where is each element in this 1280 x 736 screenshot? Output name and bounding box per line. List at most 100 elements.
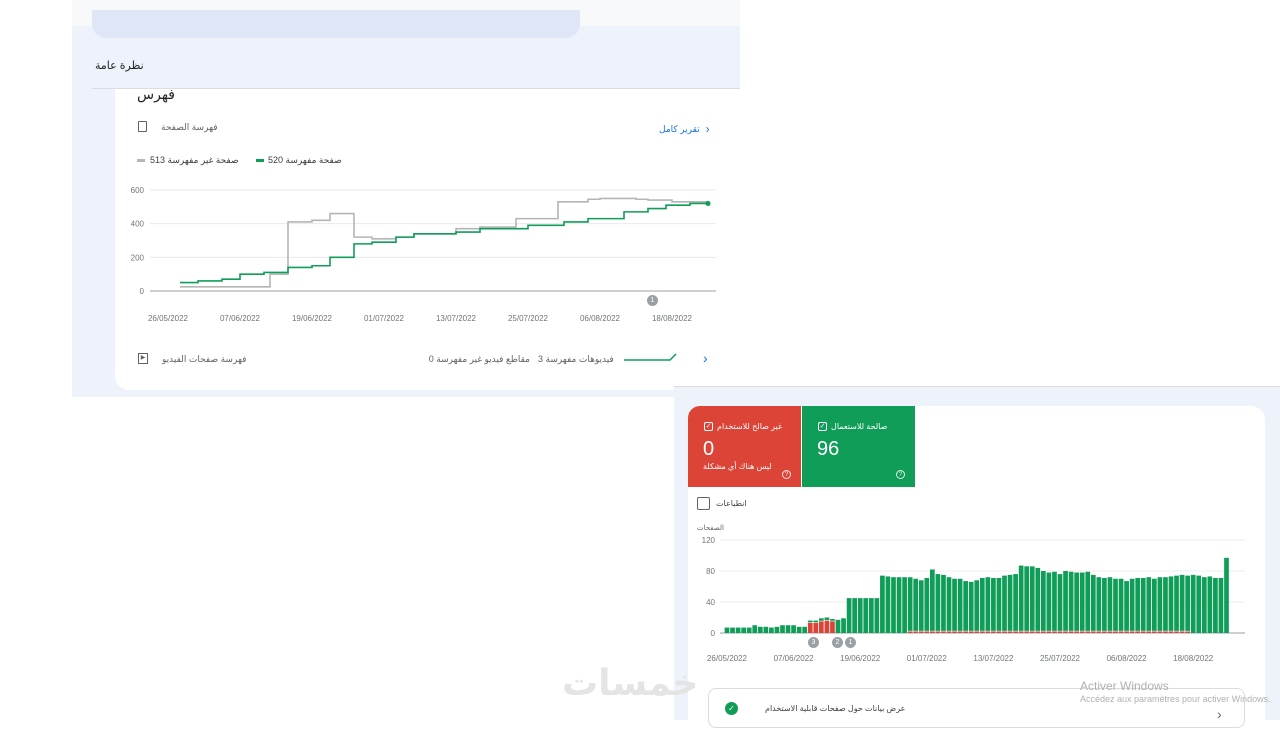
bar-not-usable xyxy=(974,631,980,633)
bar-not-usable xyxy=(1007,631,1013,633)
full-report-link[interactable]: تقرير كامل › xyxy=(659,122,710,136)
not-usable-note: ليس هناك أي مشكلة xyxy=(703,462,772,471)
bar-usable xyxy=(791,625,796,633)
bar-not-usable xyxy=(1052,631,1057,633)
bar-usable xyxy=(785,625,791,633)
x-tick-label: 26/05/2022 xyxy=(707,654,748,663)
activate-windows-body: Accédez aux paramètres pour activer Wind… xyxy=(1080,694,1271,704)
x-tick-label: 06/08/2022 xyxy=(580,314,621,323)
bar-not-usable xyxy=(935,631,941,633)
legend-swatch-indexed xyxy=(256,159,264,162)
chevron-right-icon: › xyxy=(705,122,710,136)
x-tick-label: 26/05/2022 xyxy=(148,314,189,323)
bar-usable xyxy=(1135,577,1141,631)
legend-indexed[interactable]: صفحة مفهرسة 520 xyxy=(268,155,342,165)
x-tick-label: 13/07/2022 xyxy=(436,314,477,323)
bar-usable xyxy=(968,581,974,631)
search-bar[interactable] xyxy=(92,10,580,38)
bar-usable xyxy=(885,576,891,633)
full-report-label: تقرير كامل xyxy=(659,123,700,134)
annotation-badge[interactable]: 1 xyxy=(647,295,658,306)
bar-usable xyxy=(852,598,857,633)
y-tick-label: 40 xyxy=(706,598,715,607)
copy-pages-icon xyxy=(138,121,147,132)
bar-not-usable xyxy=(979,631,985,633)
bar-not-usable xyxy=(1041,631,1046,633)
x-tick-label: 13/07/2022 xyxy=(973,654,1014,663)
not-usable-count: 0 xyxy=(703,438,715,460)
not-usable-tile[interactable]: ✓ غير صالح للاستخدام 0 ليس هناك أي مشكلة … xyxy=(688,406,801,487)
x-tick-label: 07/06/2022 xyxy=(220,314,261,323)
bar-usable xyxy=(985,577,991,631)
bar-usable xyxy=(957,578,963,631)
indexed-line xyxy=(180,202,708,284)
annotation-badge[interactable]: 2 xyxy=(832,637,843,648)
annotation-badge[interactable]: 3 xyxy=(808,637,819,648)
legend-not-indexed[interactable]: صفحة غير مفهرسة 513 xyxy=(150,155,239,165)
bar-not-usable xyxy=(1090,631,1096,633)
bar-usable xyxy=(730,627,735,633)
bar-not-usable xyxy=(807,622,813,633)
card-title: فهرس xyxy=(137,86,175,102)
bar-usable xyxy=(1207,576,1213,633)
y-tick-label: 400 xyxy=(131,220,145,229)
bar-not-usable xyxy=(1046,631,1052,633)
video-indexing-label: فهرسة صفحات الفيديو xyxy=(162,354,247,364)
bar-usable xyxy=(774,626,780,633)
y-tick-label: 120 xyxy=(702,536,716,545)
bar-not-usable xyxy=(1029,631,1035,633)
y-tick-label: 600 xyxy=(131,186,145,195)
bar-not-usable xyxy=(952,631,957,633)
impressions-checkbox[interactable] xyxy=(697,497,710,510)
y-axis-label: الصفحات xyxy=(697,525,724,532)
activate-windows-title: Activer Windows xyxy=(1080,679,1169,693)
bar-usable xyxy=(924,577,930,631)
bar-usable xyxy=(896,577,902,633)
bar-not-usable xyxy=(1140,631,1146,633)
bar-usable xyxy=(1041,571,1046,631)
bar-usable xyxy=(935,574,941,631)
bar-not-usable xyxy=(1135,631,1141,633)
bar-not-usable xyxy=(1079,631,1085,633)
bar-usable xyxy=(1035,567,1041,631)
bar-usable xyxy=(941,574,946,631)
x-tick-label: 07/06/2022 xyxy=(774,654,815,663)
video-sparkline xyxy=(624,353,677,361)
checkbox-checked-icon[interactable]: ✓ xyxy=(818,422,827,431)
page-indexing-label: فهرسة الصفحة xyxy=(161,122,218,132)
checkbox-checked-icon[interactable]: ✓ xyxy=(704,422,713,431)
bar-not-usable xyxy=(991,631,996,633)
bar-usable xyxy=(757,626,763,633)
bar-usable xyxy=(991,577,996,631)
bar-usable xyxy=(1096,577,1102,631)
bar-usable xyxy=(1118,578,1124,631)
bar-usable xyxy=(1152,578,1157,631)
bar-not-usable xyxy=(830,621,835,633)
usable-tile[interactable]: ✓ صالحة للاستعمال 96 ? xyxy=(802,406,915,487)
annotation-badge[interactable]: 1 xyxy=(845,637,856,648)
x-tick-label: 18/08/2022 xyxy=(652,314,693,323)
bar-not-usable xyxy=(1063,631,1068,633)
impressions-label: انطباعات xyxy=(716,499,747,508)
bar-usable xyxy=(824,617,830,620)
bar-not-usable xyxy=(1124,631,1129,633)
help-icon[interactable]: ? xyxy=(896,470,905,479)
videos-not-indexed: مقاطع فيديو غير مفهرسة 0 xyxy=(428,354,530,364)
not-indexed-line xyxy=(180,197,709,288)
bar-usable xyxy=(946,577,952,631)
x-tick-label: 01/07/2022 xyxy=(907,654,948,663)
x-tick-label: 01/07/2022 xyxy=(364,314,405,323)
y-tick-label: 80 xyxy=(706,567,715,576)
bar-usable xyxy=(1074,572,1079,631)
bar-usable xyxy=(996,577,1002,631)
x-tick-label: 19/06/2022 xyxy=(292,314,333,323)
bar-not-usable xyxy=(1129,631,1135,633)
divider xyxy=(92,88,740,89)
video-report-chevron-icon[interactable]: › xyxy=(703,350,708,366)
usable-label: صالحة للاستعمال xyxy=(831,422,888,431)
help-icon[interactable]: ? xyxy=(782,470,791,479)
bar-usable xyxy=(1157,577,1163,631)
bar-usable xyxy=(1129,578,1135,631)
bar-not-usable xyxy=(941,631,946,633)
bar-usable xyxy=(1090,574,1096,631)
